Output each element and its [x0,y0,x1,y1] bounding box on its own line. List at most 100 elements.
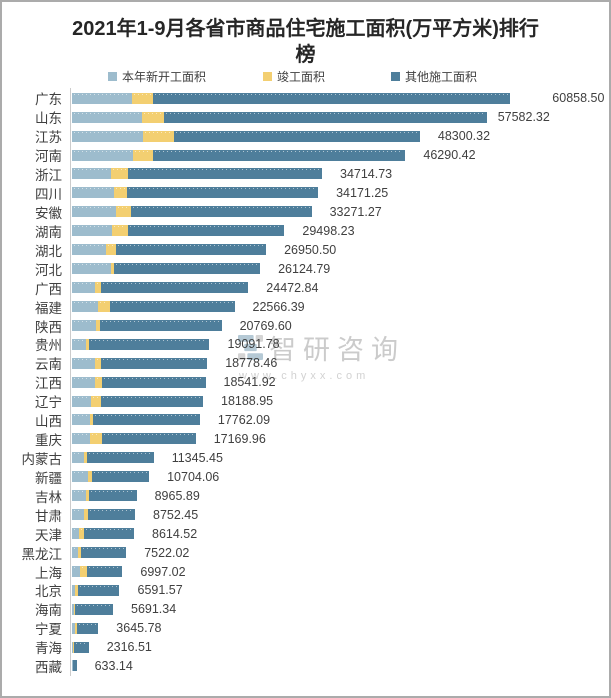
category-label: 浙江 [35,168,62,184]
chart-row: 陕西 20769.60 [2,316,607,335]
segment-completed [77,546,82,558]
segment-completed [90,433,102,445]
value-label: 26124.79 [278,261,331,276]
watermark-url: www.chyxx.com [239,370,370,382]
bar-zone: 18541.92 [66,373,607,392]
chart-row: 宁夏 3645.78 [2,619,607,638]
category-label: 湖北 [35,243,62,259]
value-label: 10704.06 [167,469,220,484]
chart-row: 天津 8614.52 [2,524,607,543]
value-label: 6591.57 [137,583,183,598]
value-label: 48300.32 [437,129,491,144]
segment-other [128,168,323,180]
chart-title: 2021年1-9月各省市商品住宅施工面积(万平方米)排行 榜 [26,16,586,68]
segment-other [101,376,206,388]
bar-zone: 8614.52 [66,524,607,543]
bar-zone: 11345.45 [66,449,607,468]
chart-row: 广东 60858.50 [2,89,607,108]
segment-completed [114,187,127,199]
stacked-bar [72,282,249,294]
legend-swatch-new-start-icon [108,71,117,81]
value-label: 34171.25 [336,186,389,201]
category-label: 黑龙江 [21,546,63,562]
category-label: 青海 [35,641,62,657]
segment-new-start [72,244,106,256]
segment-other [76,622,99,634]
chart-row: 重庆 17169.96 [2,430,607,449]
stacked-bar [72,433,196,445]
segment-new-start [72,660,73,672]
value-label: 33271.27 [329,204,382,219]
bar-zone: 26124.79 [66,259,607,278]
y-axis-line [70,88,71,676]
chart-row: 湖北 26950.50 [2,240,607,259]
stacked-bar [72,357,208,369]
segment-completed [84,509,88,521]
bar-zone: 20769.60 [66,316,607,335]
segment-new-start [72,300,98,312]
bar-zone: 60858.50 [66,89,607,108]
chart-row: 河南 46290.42 [2,146,607,165]
segment-new-start [72,168,111,180]
category-label: 内蒙古 [21,451,63,467]
stacked-bar [72,149,406,161]
value-label: 5691.34 [131,602,177,617]
segment-new-start [72,338,86,350]
bar-zone: 10704.06 [66,467,607,486]
value-label: 34714.73 [340,167,393,182]
segment-new-start [72,282,96,294]
legend-label: 其他施工面积 [405,69,478,84]
bar-zone: 29498.23 [66,221,607,240]
segment-other [128,225,285,237]
category-label: 福建 [35,300,62,316]
stacked-bar [72,111,487,123]
value-label: 8614.52 [152,526,198,541]
stacked-bar [72,319,222,331]
legend-label: 竣工面积 [277,69,326,84]
category-label: 北京 [35,584,62,600]
category-label: 安徽 [35,206,62,221]
stacked-bar [72,168,323,180]
segment-completed [88,471,92,483]
segment-completed [84,452,87,464]
legend-item-other: 其他施工面积 [391,69,478,84]
segment-other [127,187,319,199]
segment-other [100,357,208,369]
value-label: 11345.45 [171,450,223,465]
stacked-bar [72,471,150,483]
bar-zone: 17762.09 [66,411,607,430]
category-label: 重庆 [35,433,62,449]
segment-completed [94,376,102,388]
segment-completed [90,414,94,426]
bar-zone: 5691.34 [66,600,607,619]
segment-new-start [72,528,79,539]
segment-other [110,300,235,312]
value-label: 18541.92 [223,375,276,390]
category-label: 河南 [35,149,62,165]
segment-completed [112,225,128,237]
segment-other [163,111,487,123]
chart-row: 云南 18778.46 [2,354,607,373]
category-label: 云南 [35,357,62,373]
segment-new-start [72,414,91,426]
value-label: 17762.09 [217,413,271,428]
chart-row: 海南 5691.34 [2,600,607,619]
value-label: 19091.78 [227,337,280,352]
segment-other [89,490,137,502]
segment-completed [143,130,174,142]
legend-item-completed: 竣工面积 [263,69,326,84]
category-label: 上海 [35,565,62,581]
segment-other [84,528,135,539]
segment-new-start [72,357,96,369]
stacked-bar [72,338,210,350]
category-label: 江苏 [35,130,62,146]
chart-row: 安徽 33271.27 [2,203,607,222]
segment-new-start [72,584,75,596]
bar-zone: 34714.73 [66,165,607,184]
value-label: 7522.02 [144,545,190,560]
chart-row: 湖南 29498.23 [2,221,607,240]
segment-completed [133,149,153,161]
watermark-brand: 智研咨询 [269,335,405,365]
bar-zone: 34171.25 [66,184,607,203]
segment-other [116,244,267,256]
